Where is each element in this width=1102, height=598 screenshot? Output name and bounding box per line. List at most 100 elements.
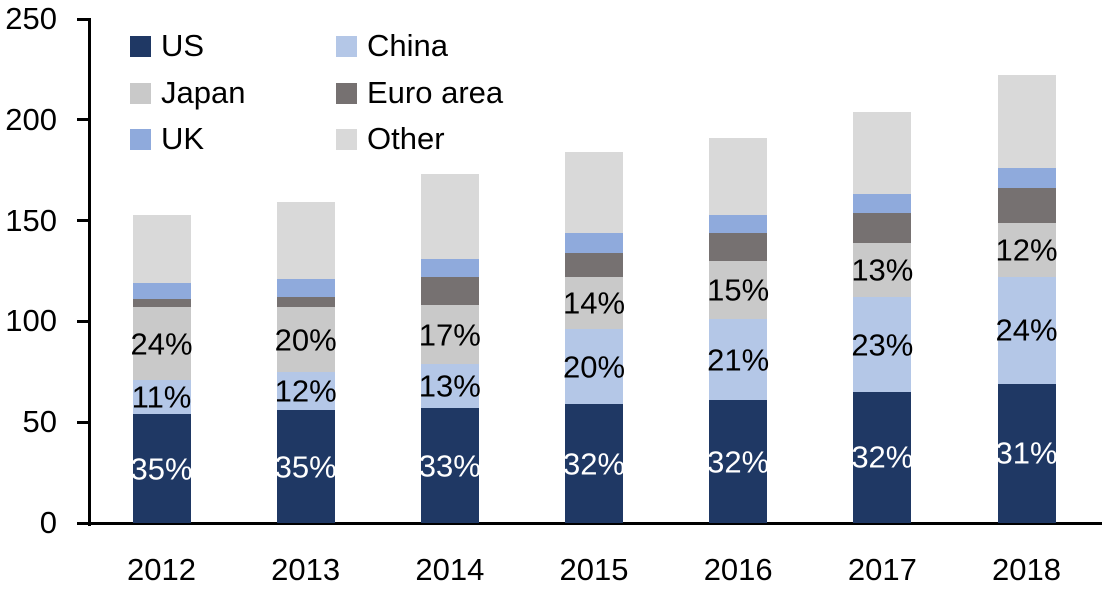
bar-percent-label: 24%	[995, 312, 1058, 348]
x-axis-label: 2015	[559, 552, 629, 587]
y-axis-tick-label: 50	[22, 404, 57, 440]
bar-segment-china	[853, 297, 912, 392]
legend-item-other: Other	[336, 122, 445, 156]
bar-segment-japan	[420, 305, 479, 364]
x-axis-label: 2014	[415, 552, 485, 587]
bar-segment-uk	[420, 258, 479, 278]
legend-swatch-icon	[336, 35, 357, 57]
bar-segment-us	[709, 400, 768, 523]
bar-percent-label: 21%	[707, 342, 770, 378]
y-axis-tick	[77, 17, 89, 21]
x-axis-label: 2018	[992, 552, 1061, 587]
bar-segment-china	[132, 379, 191, 415]
bar-segment-us	[132, 414, 191, 523]
bar-percent-label: 15%	[707, 272, 770, 308]
x-axis-label: 2016	[703, 552, 773, 587]
legend-item-uk: UK	[130, 122, 204, 156]
bar-segment-other	[276, 202, 335, 280]
legend-item-japan: Japan	[130, 76, 245, 110]
bar-percent-label: 13%	[851, 252, 914, 288]
legend-label: UK	[161, 121, 205, 156]
legend-swatch-icon	[130, 35, 151, 57]
legend-swatch-icon	[336, 128, 357, 150]
bar-segment-japan	[709, 260, 768, 320]
bar-segment-japan	[997, 222, 1056, 278]
bar-percent-label: 32%	[851, 439, 914, 475]
bar-segment-us	[853, 391, 912, 523]
bar-percent-label: 23%	[851, 327, 914, 363]
bar-segment-us	[565, 404, 623, 523]
y-axis-tick	[77, 118, 89, 122]
legend-label: US	[161, 28, 205, 63]
x-axis-line	[88, 522, 1102, 525]
bar-segment-other	[132, 214, 191, 284]
bar-percent-label: 31%	[995, 435, 1058, 471]
bar-segment-china	[997, 277, 1056, 384]
y-axis-tick-label: 0	[39, 505, 57, 540]
y-axis-tick	[77, 219, 89, 223]
x-axis-label: 2012	[127, 552, 196, 587]
y-axis-line	[88, 18, 91, 526]
legend-swatch-icon	[130, 128, 151, 150]
x-axis-label: 2013	[271, 552, 341, 587]
y-axis-tick-label: 150	[5, 202, 57, 238]
bar-percent-label: 17%	[418, 317, 481, 352]
bar-segment-china	[709, 319, 768, 400]
bar-segment-china	[565, 329, 623, 405]
legend-item-us: US	[130, 29, 204, 63]
bar-segment-other	[709, 137, 768, 215]
bar-segment-uk	[709, 214, 768, 233]
bar-segment-japan	[132, 307, 191, 380]
bar-segment-china	[420, 363, 479, 409]
bar-segment-euro-area	[709, 232, 768, 261]
bar-segment-euro-area	[132, 299, 191, 308]
bar-segment-euro-area	[565, 252, 623, 278]
y-axis-tick	[77, 521, 89, 525]
bar-percent-label: 24%	[130, 326, 193, 362]
legend-item-euro-area: Euro area	[336, 76, 503, 110]
bar-segment-other	[997, 75, 1056, 169]
bar-segment-other	[853, 111, 912, 195]
legend-label: Euro area	[367, 75, 504, 110]
legend-swatch-icon	[336, 82, 357, 104]
bar-segment-other	[420, 174, 479, 259]
bar-segment-japan	[853, 242, 912, 298]
bar-segment-japan	[276, 307, 335, 372]
bar-segment-uk	[853, 194, 912, 213]
bar-percent-label: 32%	[562, 446, 626, 482]
bar-percent-label: 12%	[274, 373, 337, 409]
bar-segment-euro-area	[420, 277, 479, 306]
legend-swatch-icon	[130, 82, 151, 104]
legend-label: Other	[367, 121, 445, 156]
y-axis-tick-label: 250	[5, 1, 57, 36]
bar-segment-euro-area	[997, 188, 1056, 223]
bar-percent-label: 11%	[131, 379, 192, 415]
bar-segment-euro-area	[276, 297, 335, 308]
bar-percent-label: 20%	[274, 322, 337, 358]
bar-percent-label: 20%	[562, 349, 626, 385]
y-axis-tick-label: 200	[5, 101, 57, 137]
y-axis-tick	[77, 420, 89, 424]
bar-segment-us	[276, 410, 335, 523]
bar-percent-label: 35%	[130, 451, 193, 487]
legend-label: Japan	[161, 75, 246, 110]
y-axis-tick-label: 100	[5, 303, 57, 339]
bar-percent-label: 32%	[707, 444, 770, 479]
bar-segment-euro-area	[853, 212, 912, 243]
bar-segment-us	[997, 383, 1056, 523]
bar-segment-us	[420, 408, 479, 523]
bar-percent-label: 33%	[418, 448, 481, 484]
x-axis-label: 2017	[847, 552, 917, 587]
bar-segment-china	[276, 371, 335, 411]
bar-segment-japan	[565, 277, 623, 330]
y-axis-tick	[77, 319, 89, 323]
legend-item-china: China	[336, 29, 448, 63]
bar-segment-uk	[565, 232, 623, 253]
bar-percent-label: 12%	[995, 232, 1058, 268]
bar-percent-label: 14%	[562, 285, 626, 321]
bar-segment-other	[565, 152, 623, 233]
bar-percent-label: 35%	[274, 449, 337, 485]
bar-segment-uk	[276, 279, 335, 298]
legend-label: China	[367, 28, 448, 63]
